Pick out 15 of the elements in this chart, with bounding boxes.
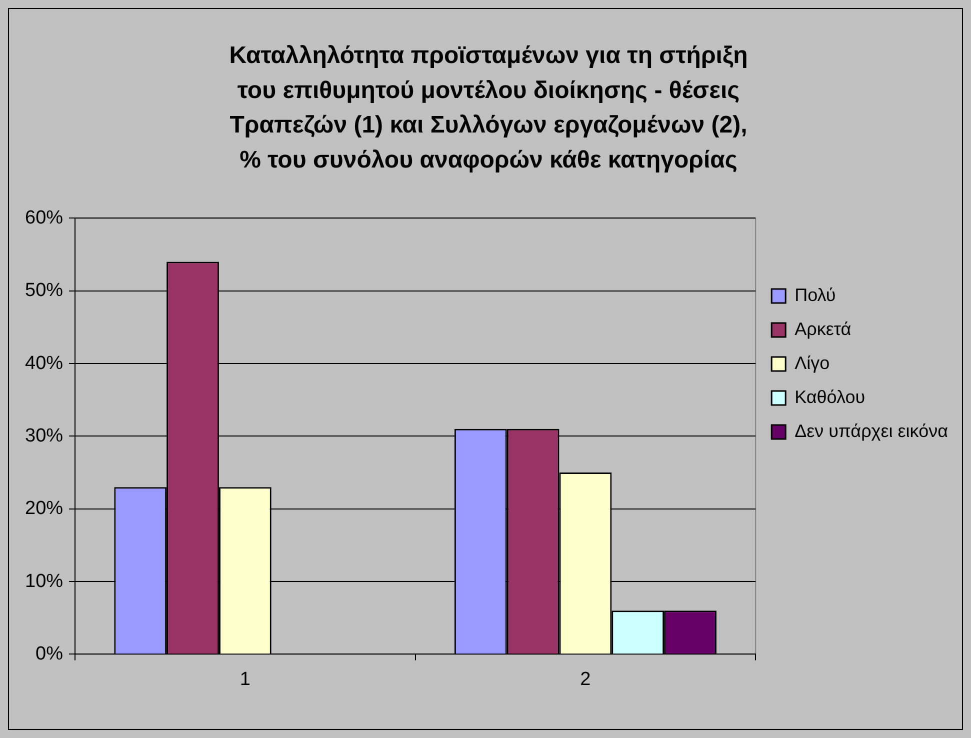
y-tick-label: 20% xyxy=(24,498,64,520)
legend-label: Καθόλου xyxy=(794,386,866,407)
y-tick-label: 10% xyxy=(24,570,64,592)
legend-label: Αρκετά xyxy=(794,318,852,339)
y-tick-label: 0% xyxy=(36,643,64,664)
y-tick-label: 30% xyxy=(24,425,64,446)
y-tick-label: 50% xyxy=(24,280,64,302)
x-tick-label: 1 xyxy=(240,668,250,690)
legend-label: Λίγο xyxy=(794,352,830,373)
y-tick-label: 60% xyxy=(24,207,64,228)
chart-title: Καταλληλότητα προϊσταμένων για τη στήριξη του επιθυμητού μοντέλου διοίκησης - θέσεις Τραπεζών (1) και Συλλόγων εργαζομένων (2), % του συνόλου αναφορών κάθε κατηγορίας xyxy=(229,42,748,174)
y-tick-label: 40% xyxy=(24,352,64,374)
x-tick-label: 2 xyxy=(580,668,591,690)
legend-label: Δεν υπάρχει εικόνα xyxy=(794,420,948,441)
legend-label: Πολύ xyxy=(794,284,836,305)
